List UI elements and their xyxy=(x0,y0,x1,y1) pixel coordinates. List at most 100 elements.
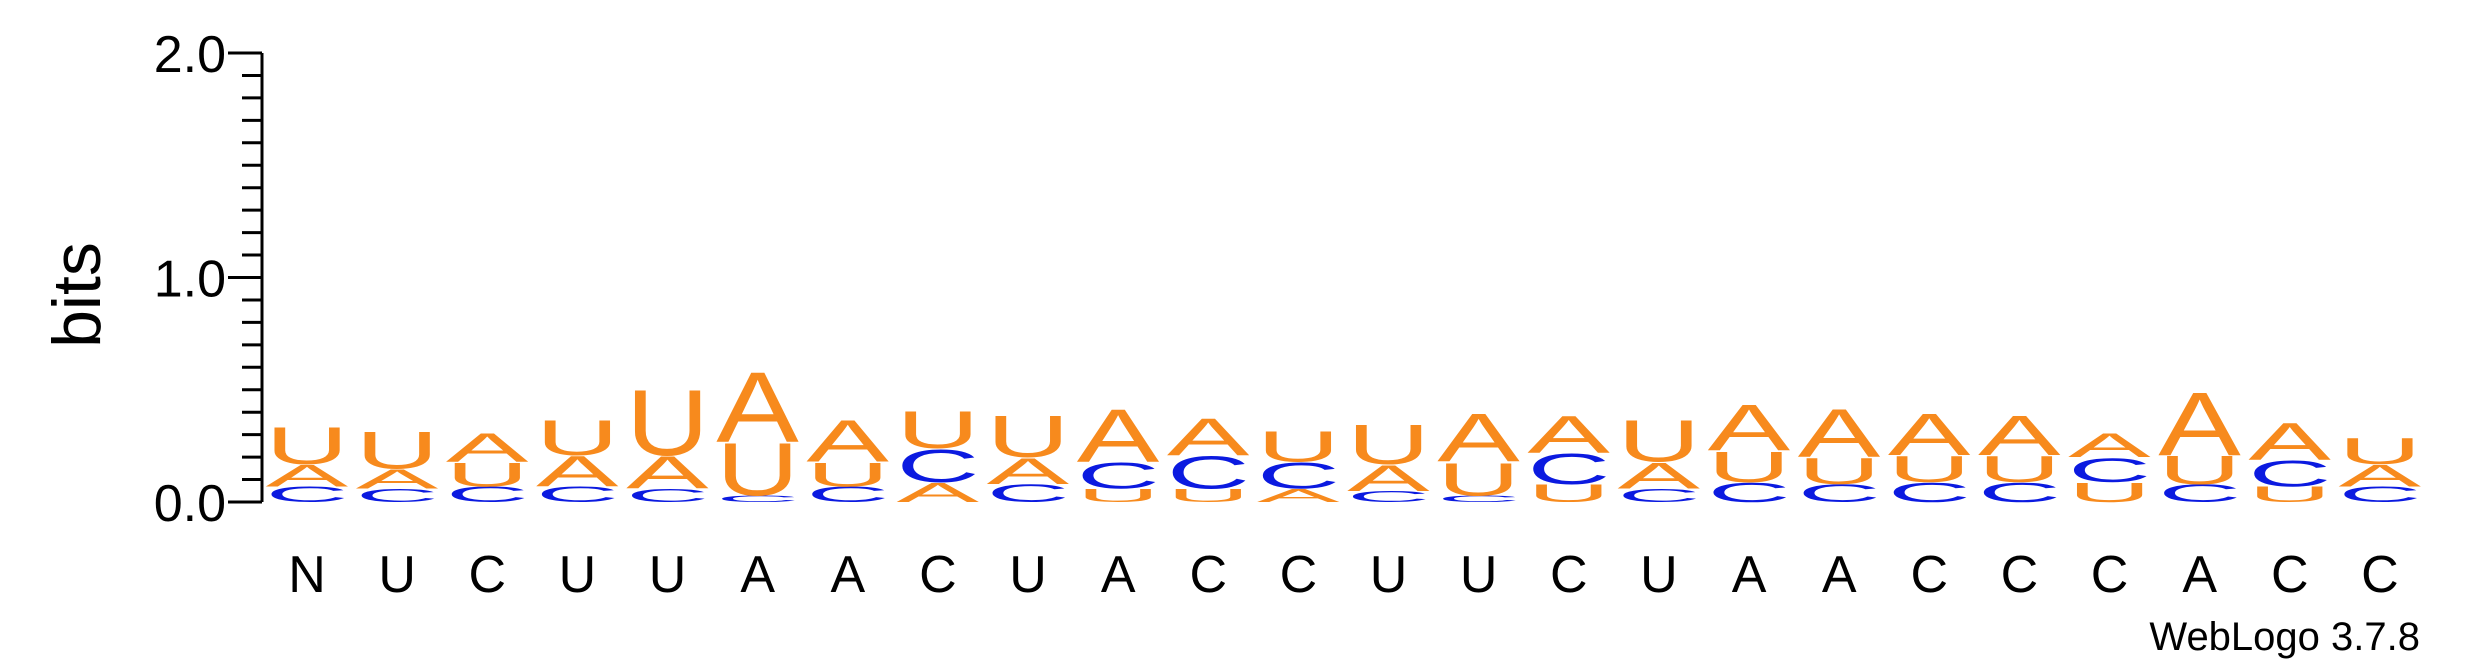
logo-letter-c: C xyxy=(536,482,619,507)
logo-letter-u: U xyxy=(806,455,889,493)
logo-letter-a: A xyxy=(987,450,1070,492)
logo-letter-a: A xyxy=(1798,395,1881,472)
logo-letter-c: C xyxy=(356,485,439,506)
position-label: C xyxy=(1911,546,1949,604)
logo-letter-c: C xyxy=(2158,479,2241,507)
logo-letter-a: A xyxy=(1978,405,2061,468)
logo-letter-a: A xyxy=(1347,457,1430,499)
position-label: A xyxy=(1822,546,1857,604)
logo-letter-a: A xyxy=(1077,394,1160,478)
logo-letter-c: C xyxy=(1347,488,1430,505)
logo-letter-c: C xyxy=(716,494,799,504)
logo-letter-u: U xyxy=(1527,479,1610,507)
y-tick-label: 0.0 xyxy=(154,475,226,533)
position-label: C xyxy=(919,546,957,604)
position-label: C xyxy=(1280,546,1318,604)
position-label: U xyxy=(1370,546,1408,604)
logo-letter-a: A xyxy=(1167,408,1250,467)
y-tick-label: 1.0 xyxy=(154,251,226,309)
position-label: A xyxy=(830,546,865,604)
logo-letter-u: U xyxy=(1257,422,1340,471)
position-label: C xyxy=(2361,546,2399,604)
logo-letter-u: U xyxy=(1617,408,1700,474)
position-label: U xyxy=(1460,546,1498,604)
logo-letter-c: C xyxy=(2338,482,2421,507)
weblogo-credit: WebLogo 3.7.8 xyxy=(2149,615,2420,659)
logo-letter-u: U xyxy=(987,404,1070,470)
logo-letter-u: U xyxy=(1347,414,1430,477)
logo-letter-c: C xyxy=(626,485,709,506)
position-label: A xyxy=(2182,546,2217,604)
logo-letter-u: U xyxy=(1077,485,1160,506)
position-label: U xyxy=(559,546,597,604)
logo-letter-c: C xyxy=(1437,494,1520,504)
logo-letter-a: A xyxy=(2068,427,2151,465)
position-label: C xyxy=(2091,546,2129,604)
logo-letter-a: A xyxy=(2248,412,2331,471)
position-label: A xyxy=(740,546,775,604)
logo-letter-u: U xyxy=(266,416,349,475)
logo-letter-c: C xyxy=(1708,476,1791,508)
logo-letter-u: U xyxy=(1978,448,2061,490)
logo-letter-a: A xyxy=(1527,405,1610,464)
position-label: A xyxy=(1732,546,1767,604)
logo-letter-c: C xyxy=(1798,479,1881,507)
logo-letter-u: U xyxy=(446,455,529,493)
logo-letter-c: C xyxy=(1888,476,1971,508)
position-label: C xyxy=(2271,546,2309,604)
logo-letter-a: A xyxy=(356,464,439,495)
logo-letter-u: U xyxy=(2158,448,2241,493)
position-label: C xyxy=(1190,546,1228,604)
logo-letter-c: C xyxy=(1257,455,1340,497)
y-tick-label: 2.0 xyxy=(154,26,226,84)
letter-stacks: CAUCAUCUACAUCAUCUACUAACUCAUUCAUCAACUCAUC… xyxy=(266,351,2423,512)
logo-letter-c: C xyxy=(1617,485,1700,506)
logo-letter-a: A xyxy=(716,351,799,463)
logo-letter-a: A xyxy=(266,458,350,493)
logo-letter-u: U xyxy=(1708,443,1791,492)
logo-letter-a: A xyxy=(896,477,979,508)
position-label: C xyxy=(1550,546,1588,604)
logo-letter-c: C xyxy=(987,479,1070,507)
logo-letter-c: C xyxy=(896,440,979,492)
logo-letter-u: U xyxy=(896,400,979,459)
logo-letter-a: A xyxy=(1888,401,1971,468)
position-label: U xyxy=(1640,546,1678,604)
logo-letter-c: C xyxy=(1527,445,1610,494)
logo-letter-c: C xyxy=(1077,455,1160,497)
logo-letter-a: A xyxy=(1617,455,1700,497)
logo-letter-a: A xyxy=(446,425,529,470)
logo-letter-a: A xyxy=(1708,391,1791,464)
y-axis-label: bits xyxy=(39,242,115,348)
position-label: A xyxy=(1101,546,1136,604)
logo-letter-a: A xyxy=(1257,485,1340,506)
axes: 0.0 1.0 2.0 xyxy=(154,26,264,533)
logo-letter-a: A xyxy=(626,446,709,498)
logo-letter-u: U xyxy=(356,420,439,479)
logo-letter-u: U xyxy=(536,410,619,466)
logo-letter-u: U xyxy=(716,427,799,511)
logo-letter-c: C xyxy=(446,482,529,507)
logo-letter-u: U xyxy=(626,371,709,476)
logo-letter-a: A xyxy=(1437,400,1520,477)
position-label: C xyxy=(2001,546,2039,604)
logo-letter-c: C xyxy=(266,482,349,507)
logo-letter-u: U xyxy=(1888,448,1971,490)
logo-letter-u: U xyxy=(2248,482,2331,507)
position-label: C xyxy=(469,546,507,604)
logo-letter-c: C xyxy=(2068,451,2151,489)
position-label: U xyxy=(649,546,687,604)
logo-letter-a: A xyxy=(2158,373,2241,474)
position-label: N xyxy=(288,546,326,604)
logo-letter-u: U xyxy=(1437,453,1520,505)
logo-letter-c: C xyxy=(1978,476,2061,508)
logo-letter-c: C xyxy=(1167,446,1250,498)
logo-letter-a: A xyxy=(806,408,889,475)
logo-letter-u: U xyxy=(2338,431,2421,473)
position-label: U xyxy=(1009,546,1047,604)
logo-letter-a: A xyxy=(536,447,619,496)
logo-letter-u: U xyxy=(1167,485,1250,506)
logo-letter-u: U xyxy=(1798,451,1881,493)
